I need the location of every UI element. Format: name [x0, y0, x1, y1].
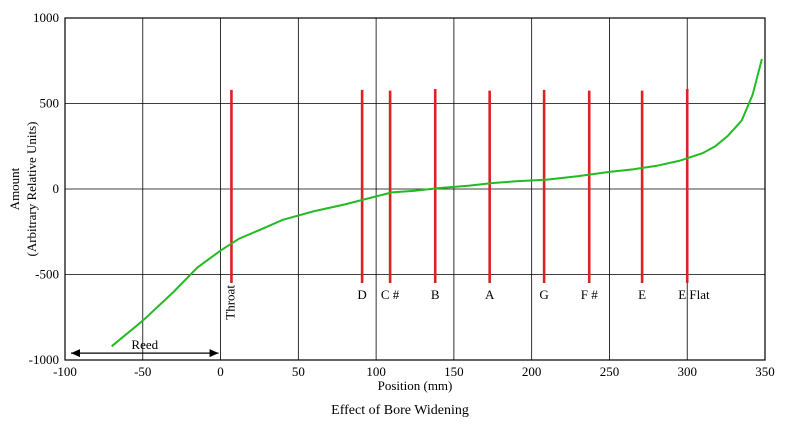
x-tick-label: 50 [292, 364, 305, 379]
note-marker-label: E [638, 287, 646, 302]
y-tick-label: 500 [40, 96, 60, 111]
y-tick-label: 0 [53, 181, 60, 196]
chart-title: Effect of Bore Widening [331, 403, 469, 418]
y-tick-label: -500 [35, 267, 59, 282]
note-marker-label: E Flat [678, 287, 710, 302]
series-line [111, 58, 763, 348]
y-tick-labels: -1000 -500 0 500 1000 [29, 10, 59, 367]
y-axis-title: Amount [7, 167, 22, 210]
x-tick-label: -100 [53, 364, 77, 379]
x-tick-label: 150 [444, 364, 464, 379]
x-tick-label: 350 [755, 364, 775, 379]
note-marker-label: B [431, 287, 440, 302]
note-marker-label: C # [381, 287, 400, 302]
x-tick-label: 200 [522, 364, 542, 379]
x-tick-label: 0 [217, 364, 224, 379]
x-axis-title: Position (mm) [378, 378, 453, 393]
note-marker-label: G [539, 287, 548, 302]
note-marker-label: Throat [222, 285, 237, 320]
reed-arrow-right-head [209, 349, 219, 358]
x-tick-label: 300 [677, 364, 697, 379]
grid [64, 17, 766, 361]
y-axis-subtitle: (Arbitrary Relative Units) [24, 121, 39, 256]
x-tick-label: 100 [366, 364, 386, 379]
reed-annotation: Reed [71, 337, 219, 358]
note-marker-label: A [485, 287, 495, 302]
plot-frame [64, 17, 766, 361]
note-marker-label: D [357, 287, 366, 302]
x-tick-label: 250 [600, 364, 620, 379]
y-tick-label: -1000 [29, 352, 59, 367]
x-tick-labels: -100 -50 0 50 100 150 200 250 300 350 [53, 364, 775, 379]
series-lines [111, 58, 763, 348]
y-tick-label: 1000 [33, 10, 59, 25]
note-marker-label: F # [581, 287, 598, 302]
reed-label: Reed [131, 337, 158, 352]
note-markers: Throat D C # B A G F # E E Flat [222, 88, 710, 320]
x-tick-label: -50 [134, 364, 151, 379]
reed-arrow-left-head [71, 349, 80, 358]
